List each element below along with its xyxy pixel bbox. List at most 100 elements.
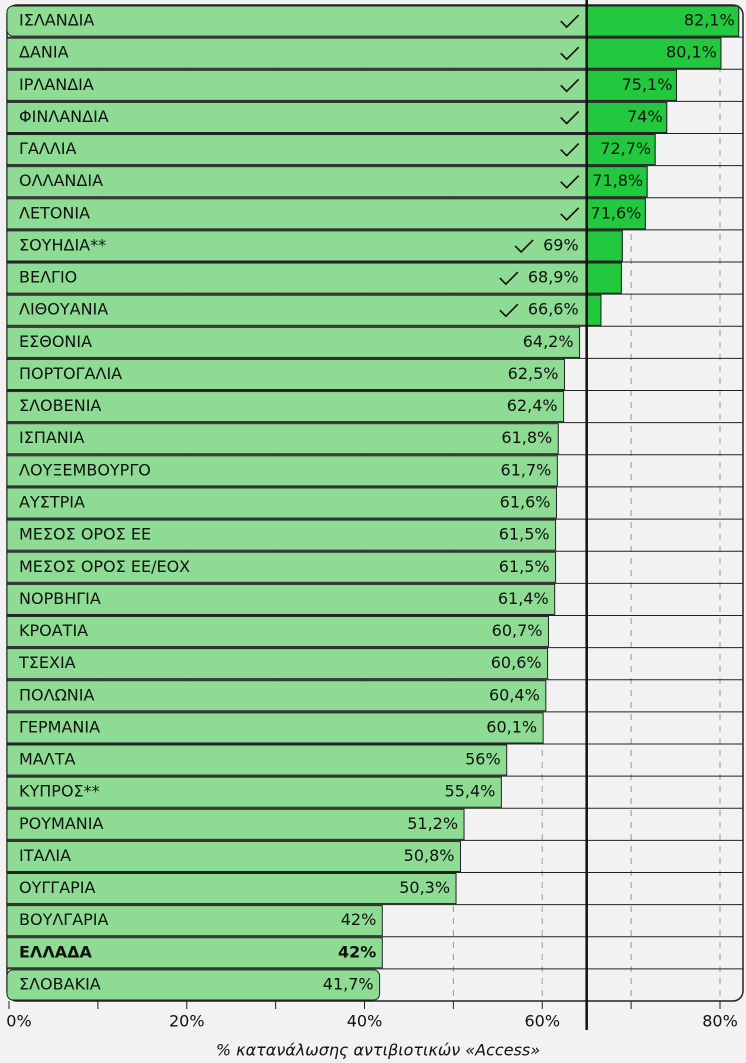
category-label: ΜΑΛΤΑ <box>19 750 75 769</box>
category-label: ΚΥΠΡΟΣ** <box>19 782 100 801</box>
value-label: 75,1% <box>622 75 673 94</box>
value-label: 61,4% <box>498 589 549 608</box>
value-label: 80,1% <box>666 43 717 62</box>
bar <box>6 326 581 358</box>
bar-excess <box>586 230 623 262</box>
value-label: 61,6% <box>500 493 551 512</box>
check-icon <box>560 143 580 157</box>
bar <box>6 198 646 230</box>
category-label: ΒΟΥΛΓΑΡΙΑ <box>19 910 109 929</box>
value-label: 61,5% <box>499 525 550 544</box>
check-icon <box>514 239 534 254</box>
category-label: ΣΟΥΗΔΙΑ** <box>19 235 106 254</box>
value-label: 60,1% <box>486 717 537 736</box>
bar <box>6 905 383 937</box>
category-label: ΙΡΛΑΝΔΙΑ <box>19 75 94 94</box>
category-label: ΚΡΟΑΤΙΑ <box>19 621 88 640</box>
bar-excess <box>586 101 668 134</box>
category-label: ΑΥΣΤΡΙΑ <box>19 493 85 512</box>
category-label: ΤΣΕΧΙΑ <box>18 653 76 672</box>
value-label: 61,7% <box>501 460 552 479</box>
value-label: 60,7% <box>492 621 543 640</box>
value-label: 82,1% <box>684 11 735 30</box>
category-label: ΔΑΝΙΑ <box>19 43 69 62</box>
bar <box>6 455 558 487</box>
bar <box>6 487 557 519</box>
value-label: 61,8% <box>501 428 552 447</box>
bar-excess <box>586 198 646 230</box>
bar <box>6 840 461 872</box>
value-label: 62,4% <box>507 396 558 415</box>
value-label: 56% <box>465 750 501 769</box>
bar <box>6 358 565 391</box>
value-label: 71,6% <box>591 203 642 222</box>
value-label: 71,8% <box>592 171 643 190</box>
category-label: ΟΛΛΑΝΔΙΑ <box>19 171 103 190</box>
category-label: ΓΕΡΜΑΝΙΑ <box>19 717 100 736</box>
check-icon <box>560 14 580 29</box>
bar <box>6 872 457 905</box>
category-label: ΦΙΝΛΑΝΔΙΑ <box>19 107 109 126</box>
category-label: ΝΟΡΒΗΓΙΑ <box>19 589 101 608</box>
category-label: ΜΕΣΟΣ ΟΡΟΣ ΕΕ/ΕΟΧ <box>19 557 190 576</box>
bar <box>6 230 623 262</box>
x-tick-label: 40% <box>347 1012 383 1031</box>
bar <box>6 648 549 680</box>
x-tick-label: 0% <box>6 1012 31 1031</box>
category-label: ΡΟΥΜΑΝΙΑ <box>19 814 103 833</box>
value-label: 64,2% <box>523 332 574 351</box>
category-label: ΛΕΤΟΝΙΑ <box>19 203 90 222</box>
bar <box>6 423 559 455</box>
bar <box>6 134 656 166</box>
bar <box>6 712 544 744</box>
category-label: ΙΣΛΑΝΔΙΑ <box>19 11 94 30</box>
category-label: ΓΑΛΛΙΑ <box>19 139 76 158</box>
x-tick-label: 60% <box>524 1012 560 1031</box>
value-label: 60,4% <box>489 685 540 704</box>
bar <box>6 808 465 840</box>
category-label: ΣΛΟΒΑΚΙΑ <box>19 974 101 993</box>
bar-excess <box>586 5 740 37</box>
bar <box>6 391 565 423</box>
category-label: ΕΣΘΟΝΙΑ <box>19 332 92 351</box>
x-axis-title: % κατανάλωσης αντιβιοτικών «Access» <box>216 1041 540 1060</box>
bar <box>6 166 648 198</box>
value-label: 41,7% <box>323 974 374 993</box>
x-tick-label: 80% <box>702 1012 738 1031</box>
bar <box>6 969 381 1001</box>
bar <box>6 680 547 712</box>
check-icon <box>499 271 519 286</box>
x-tick-label: 20% <box>169 1012 205 1031</box>
category-label: ΠΟΡΤΟΓΑΛΙΑ <box>19 364 122 383</box>
bar <box>6 262 622 294</box>
check-icon <box>560 175 580 189</box>
category-label: ΠΟΛΩΝΙΑ <box>19 685 94 704</box>
bar <box>6 551 557 583</box>
value-label: 42% <box>341 910 377 929</box>
value-label: 55,4% <box>445 782 496 801</box>
bar <box>6 937 383 969</box>
bar <box>6 744 508 776</box>
category-label: ΛΟΥΞΕΜΒΟΥΡΓΟ <box>19 460 151 479</box>
category-label: ΕΛΛΑΔΑ <box>19 942 92 961</box>
bar-excess <box>586 262 622 294</box>
check-icon <box>560 78 580 93</box>
category-label: ΙΣΠΑΝΙΑ <box>19 428 84 447</box>
bar <box>6 776 502 808</box>
check-icon <box>560 207 580 221</box>
bar-excess <box>586 294 602 326</box>
bar <box>6 615 549 648</box>
category-label: ΟΥΓΓΑΡΙΑ <box>19 878 96 897</box>
value-label: 74% <box>627 107 663 126</box>
bar <box>6 101 668 134</box>
bar-excess <box>586 166 648 198</box>
value-label: 42% <box>338 942 376 961</box>
value-label: 60,6% <box>491 653 542 672</box>
value-label: 50,3% <box>399 878 450 897</box>
value-label: 61,5% <box>499 557 550 576</box>
check-icon <box>560 46 580 61</box>
value-label: 50,8% <box>404 846 455 865</box>
bar <box>6 69 677 101</box>
bar <box>6 583 556 615</box>
